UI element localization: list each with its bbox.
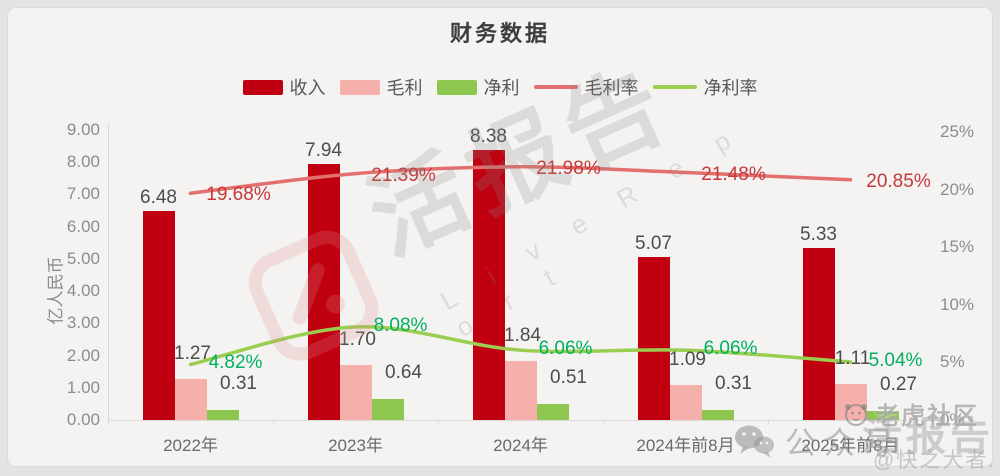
label-net-margin-2022年: 4.82% xyxy=(208,352,263,374)
x-axis-category-label: 2022年 xyxy=(163,436,218,455)
left-axis-tick-label: 0.00 xyxy=(66,410,100,429)
x-axis-tick xyxy=(438,420,439,425)
label-net-profit-2022年: 0.31 xyxy=(220,373,257,394)
label-revenue-2024年前8月: 5.07 xyxy=(635,232,672,254)
bar-gross-profit-2024年 xyxy=(504,360,537,420)
legend-swatch-icon xyxy=(436,79,477,95)
label-gross-margin-2022年: 19.68% xyxy=(206,184,271,206)
x-axis-line xyxy=(108,420,933,421)
bar-revenue-2025年前8月 xyxy=(802,248,835,420)
x-axis-tick xyxy=(108,420,109,425)
bar-revenue-2023年 xyxy=(307,164,340,420)
right-axis-tick-label: 20% xyxy=(940,179,975,199)
label-gross-margin-2025年前8月: 20.85% xyxy=(866,170,931,192)
label-gross-margin-2024年前8月: 21.48% xyxy=(701,163,766,185)
bar-net-profit-2024年前8月 xyxy=(701,410,734,420)
left-axis-tick-label: 8.00 xyxy=(66,152,100,172)
right-axis-tick-label: 5% xyxy=(940,352,965,372)
label-revenue-2025年前8月: 5.33 xyxy=(800,224,837,246)
bar-net-profit-2024年 xyxy=(536,403,569,420)
label-gross-profit-2023年: 1.70 xyxy=(339,329,376,351)
label-gross-profit-2024年: 1.84 xyxy=(504,324,541,346)
label-net-profit-2023年: 0.64 xyxy=(385,362,422,384)
x-axis-category-label: 2024年前8月 xyxy=(636,436,735,455)
x-axis-tick xyxy=(768,420,769,425)
legend-swatch-icon xyxy=(242,79,283,95)
label-revenue-2024年: 8.38 xyxy=(470,125,507,147)
x-axis-category-label: 2024年 xyxy=(493,436,548,455)
label-net-margin-2024年前8月: 6.06% xyxy=(703,338,758,360)
bar-net-profit-2022年 xyxy=(206,410,239,420)
x-axis-tick xyxy=(603,420,604,425)
label-gross-profit-2025年前8月: 1.11 xyxy=(834,348,871,370)
legend-label: 毛利率 xyxy=(584,78,639,98)
bar-revenue-2024年前8月 xyxy=(637,256,670,420)
bar-gross-profit-2024年前8月 xyxy=(669,384,702,420)
legend-item-收入: 收入 xyxy=(242,74,326,100)
left-axis-tick-label: 5.00 xyxy=(66,248,100,268)
legend-label: 净利率 xyxy=(703,78,758,98)
legend-line-icon xyxy=(652,85,697,89)
label-net-profit-2024年: 0.51 xyxy=(550,366,587,388)
chart-legend: 收入 毛利 净利 毛利率 净利率 xyxy=(0,74,1000,100)
y-axis-line xyxy=(108,124,109,420)
label-gross-margin-2023年: 21.39% xyxy=(371,164,436,186)
left-axis-tick-label: 1.00 xyxy=(66,377,100,397)
bar-revenue-2022年 xyxy=(142,211,175,420)
legend-item-净利: 净利 xyxy=(436,74,520,100)
bar-gross-profit-2025年前8月 xyxy=(834,384,867,420)
label-net-profit-2024年前8月: 0.31 xyxy=(715,373,752,394)
label-gross-margin-2024年: 21.98% xyxy=(536,157,601,179)
left-axis-tick-label: 3.00 xyxy=(66,313,100,333)
label-gross-profit-2022年: 1.27 xyxy=(174,343,211,365)
left-axis-tick-label: 4.00 xyxy=(66,281,100,301)
label-net-margin-2025年前8月: 5.04% xyxy=(868,349,923,371)
label-gross-profit-2024年前8月: 1.09 xyxy=(669,348,706,370)
legend-swatch-icon xyxy=(339,79,380,95)
bar-gross-profit-2023年 xyxy=(339,365,372,420)
legend-label: 净利 xyxy=(483,78,520,98)
bar-gross-profit-2022年 xyxy=(174,379,207,420)
left-axis-tick-label: 9.00 xyxy=(66,120,100,139)
label-revenue-2022年: 6.48 xyxy=(140,187,177,209)
bar-revenue-2024年 xyxy=(472,149,505,420)
label-revenue-2023年: 7.94 xyxy=(305,140,342,162)
chart-title: 财务数据 xyxy=(449,21,550,46)
x-axis-category-label: 2025年前8月 xyxy=(801,436,900,455)
right-axis-tick-label: 10% xyxy=(940,294,975,314)
label-net-profit-2025年前8月: 0.27 xyxy=(880,374,917,396)
right-axis-tick-label: 25% xyxy=(940,122,975,141)
x-axis-category-label: 2023年 xyxy=(328,436,383,455)
left-axis-tick-label: 6.00 xyxy=(66,216,100,236)
legend-label: 毛利 xyxy=(386,78,423,98)
x-axis-tick xyxy=(933,420,934,425)
legend-item-毛利: 毛利 xyxy=(339,74,423,100)
legend-item-净利率: 净利率 xyxy=(652,74,758,100)
label-net-margin-2024年: 6.06% xyxy=(538,338,593,360)
left-axis-tick-label: 7.00 xyxy=(66,184,100,204)
x-axis-tick xyxy=(273,420,274,425)
legend-item-毛利率: 毛利率 xyxy=(533,74,639,100)
bar-net-profit-2023年 xyxy=(371,399,404,420)
bar-net-profit-2025年前8月 xyxy=(866,411,899,420)
right-axis-tick-label: 0% xyxy=(940,410,965,429)
left-axis-tick-label: 2.00 xyxy=(66,345,100,365)
legend-label: 收入 xyxy=(289,78,326,98)
legend-line-icon xyxy=(533,85,578,89)
label-net-margin-2023年: 8.08% xyxy=(373,314,428,336)
right-axis-tick-label: 15% xyxy=(940,237,975,257)
